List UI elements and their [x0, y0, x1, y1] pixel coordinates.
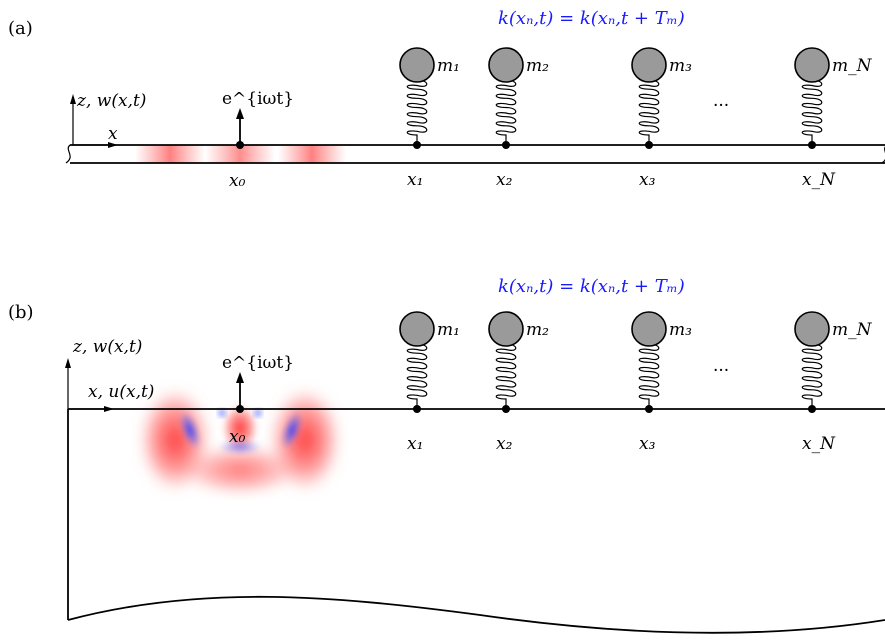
- mass-label: m₃: [669, 56, 692, 76]
- mass-label: m₁: [437, 320, 460, 340]
- spring: [406, 70, 428, 145]
- panel-a-field: [135, 145, 346, 163]
- panel-b-axes: [65, 358, 114, 412]
- panel-a-axes: [70, 94, 118, 148]
- panel_b-resonator-3: m₃ x₃: [631, 311, 692, 454]
- spring: [495, 70, 517, 145]
- panel-a-equation: k(xₙ,t) = k(xₙ,t + Tₘ): [498, 8, 685, 29]
- panel-a-ellipsis: ···: [713, 96, 729, 116]
- mass-label: m₁: [437, 56, 460, 76]
- field-neg-small-left: [217, 408, 227, 418]
- mass: [794, 47, 830, 83]
- mass: [399, 311, 435, 347]
- field-neg-left: [179, 411, 201, 449]
- panel-a-x0-label: x₀: [229, 171, 246, 191]
- panel-a-x-axis-label: x: [108, 124, 118, 144]
- spring: [638, 334, 660, 409]
- panel_a-resonator-1: m₁ x₁: [399, 47, 460, 190]
- panel-b-source: [236, 372, 244, 413]
- attachment-point: [413, 141, 421, 149]
- panel-a-resonators: m₁ x₁ m₂ x₂ m₃ x₃ m_N x_N: [399, 47, 873, 190]
- mass-label: m_N: [832, 56, 873, 76]
- panel-a-source: [236, 108, 244, 149]
- field-neg-bottom: [218, 440, 262, 454]
- mass: [631, 311, 667, 347]
- attachment-point: [413, 405, 421, 413]
- attachment-point: [645, 141, 653, 149]
- field-band-left: [135, 145, 205, 163]
- position-label: x₁: [407, 434, 423, 454]
- mass: [399, 47, 435, 83]
- field-band-right: [278, 145, 346, 163]
- mass: [488, 47, 524, 83]
- attachment-point: [645, 405, 653, 413]
- panel-b-tag: (b): [8, 302, 34, 323]
- position-label: x₃: [639, 434, 656, 454]
- spring: [638, 70, 660, 145]
- field-band-center: [205, 145, 275, 163]
- field-lobe-center: [222, 404, 258, 452]
- field-lobe-bottom: [180, 445, 300, 495]
- panel-b-source-label: e^{iωt}: [222, 353, 294, 373]
- mass: [488, 311, 524, 347]
- panel_a-resonator-4: m_N x_N: [794, 47, 873, 190]
- panel_b-resonator-4: m_N x_N: [794, 311, 873, 454]
- position-label: x₁: [407, 170, 423, 190]
- mass: [794, 311, 830, 347]
- attachment-point: [808, 405, 816, 413]
- position-label: x₃: [639, 170, 656, 190]
- panel-b-field: [139, 388, 341, 495]
- attachment-point: [502, 141, 510, 149]
- mass-label: m₂: [526, 320, 549, 340]
- position-label: x₂: [496, 170, 513, 190]
- panel-b-ellipsis: ···: [713, 361, 729, 381]
- mass: [631, 47, 667, 83]
- position-label: x_N: [802, 434, 836, 454]
- spring: [801, 70, 823, 145]
- attachment-point: [808, 141, 816, 149]
- spring: [801, 334, 823, 409]
- spring: [406, 334, 428, 409]
- panel-b-half-space: [67, 408, 885, 634]
- panel-a-source-label: e^{iωt}: [222, 89, 294, 109]
- panel_b-resonator-2: m₂ x₂: [488, 311, 549, 454]
- panel_a-resonator-2: m₂ x₂: [488, 47, 549, 190]
- mass-label: m₂: [526, 56, 549, 76]
- mass-label: m₃: [669, 320, 692, 340]
- spring: [495, 334, 517, 409]
- panel-a-z-axis-label: z, w(x,t): [76, 91, 146, 111]
- panel-b-z-axis-label: z, w(x,t): [72, 337, 142, 357]
- panel-b-equation: k(xₙ,t) = k(xₙ,t + Tₘ): [498, 276, 685, 297]
- position-label: x_N: [802, 170, 836, 190]
- mass-label: m_N: [832, 320, 873, 340]
- panel-b-x-axis-label: x, u(x,t): [88, 382, 154, 402]
- panel_a-resonator-3: m₃ x₃: [631, 47, 692, 190]
- position-label: x₂: [496, 434, 513, 454]
- panel-a-beam: [65, 144, 885, 164]
- panel-b-resonators: m₁ x₁ m₂ x₂ m₃ x₃ m_N x_N: [399, 311, 873, 454]
- panel-a-tag: (a): [8, 18, 33, 39]
- panel_b-resonator-1: m₁ x₁: [399, 311, 460, 454]
- panel-b-x0-label: x₀: [229, 427, 246, 447]
- attachment-point: [502, 405, 510, 413]
- field-neg-right: [281, 411, 303, 449]
- field-neg-small-right: [253, 408, 263, 418]
